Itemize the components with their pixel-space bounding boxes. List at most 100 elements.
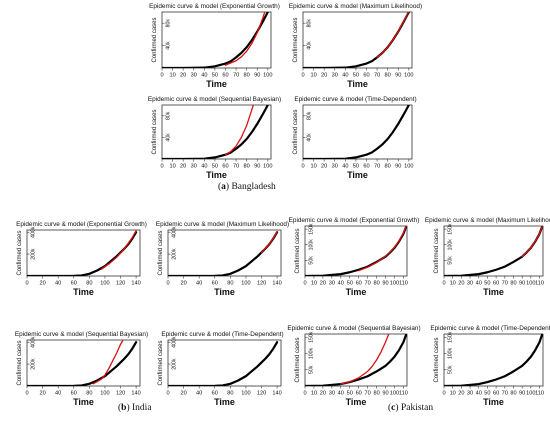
chart-panel-b-4: Epidemic curve & model (Time-Dependent) 0… (158, 331, 284, 407)
chart-panel-a-3: Epidemic curve & model (Sequential Bayes… (148, 96, 281, 180)
y-tick-label: 50k (309, 256, 315, 265)
series-model-fit (340, 334, 390, 385)
y-tick-label: 50k (448, 365, 454, 374)
series-model-fit (224, 105, 255, 156)
x-axis-label: Time (73, 287, 94, 297)
x-axis-label: Time (206, 170, 227, 180)
x-tick-label: 60 (363, 73, 369, 79)
x-tick-label: 20 (321, 73, 327, 79)
x-tick-label: 30 (329, 281, 335, 287)
chart-panel-c-1: Epidemic curve & model (Exponential Grow… (289, 217, 420, 297)
x-tick-label: 80 (244, 73, 250, 79)
x-tick-label: 0 (25, 281, 28, 287)
x-tick-label: 70 (233, 164, 239, 170)
chart-panel-b-1: Epidemic curve & model (Exponential Grow… (16, 221, 147, 297)
x-tick-label: 20 (180, 391, 186, 397)
x-tick-label: 60 (493, 281, 499, 287)
x-tick-label: 100 (100, 281, 109, 287)
x-tick-label: 0 (160, 164, 163, 170)
series-observed-cases (305, 334, 407, 386)
x-tick-label: 10 (450, 391, 456, 397)
y-tick-label: 40k (307, 41, 313, 50)
x-axis-label: Time (347, 79, 368, 89)
x-tick-label: 10 (310, 164, 316, 170)
chart-title: Epidemic curve & model (Time-Dependent) (294, 96, 416, 103)
x-tick-label: 20 (458, 281, 464, 287)
caption-b-letter: b (121, 403, 127, 413)
x-tick-label: 60 (493, 391, 499, 397)
x-tick-label: 20 (458, 391, 464, 397)
y-tick-label: 80k (166, 19, 172, 28)
x-tick-label: 60 (356, 281, 362, 287)
caption-a-letter: a (221, 182, 226, 192)
plot-frame (167, 339, 282, 387)
x-tick-label: 50 (353, 164, 359, 170)
x-tick-label: 30 (332, 164, 338, 170)
x-tick-label: 140 (131, 281, 140, 287)
x-tick-label: 30 (329, 391, 335, 397)
x-tick-label: 40 (196, 391, 202, 397)
series-observed-cases (168, 231, 279, 276)
chart-title: Epidemic curve & model (Exponential Grow… (289, 217, 420, 224)
plot-frame (161, 104, 272, 160)
series-model-fit (358, 226, 407, 272)
x-tick-label: 10 (450, 281, 456, 287)
y-tick-label: 100k (448, 239, 454, 251)
chart-title: Epidemic curve & model (Sequential Bayes… (148, 96, 281, 103)
y-tick-label: 50k (309, 365, 315, 374)
x-axis-label: Time (483, 397, 504, 407)
x-tick-label: 120 (257, 281, 266, 287)
y-tick-label: 100k (309, 347, 315, 359)
y-tick-label: 400k (172, 336, 178, 348)
y-axis-label: Confirmed cases (295, 337, 301, 382)
x-tick-label: 90 (395, 73, 401, 79)
x-tick-label: 20 (320, 391, 326, 397)
chart-title: Epidemic curve & model (Maximum Likeliho… (425, 217, 550, 224)
series-observed-cases (162, 12, 269, 68)
y-tick-label: 200k (31, 358, 37, 370)
y-tick-label: 80k (307, 19, 313, 28)
x-tick-label: 100 (263, 164, 272, 170)
x-tick-label: 100 (241, 281, 250, 287)
x-tick-label: 40 (338, 281, 344, 287)
y-axis-label: Confirmed cases (295, 228, 301, 273)
chart-title: Epidemic curve & model (Time-Dependent) (161, 331, 283, 338)
chart-panel-c-4: Epidemic curve & model (Time-Dependent) 0… (430, 325, 550, 407)
x-tick-label: 40 (342, 73, 348, 79)
y-axis-label: Confirmed cases (17, 230, 23, 275)
x-tick-label: 80 (510, 391, 516, 397)
x-tick-label: 110 (399, 391, 408, 397)
y-axis-label: Confirmed cases (152, 17, 158, 62)
x-tick-label: 90 (519, 391, 525, 397)
x-tick-label: 40 (338, 391, 344, 397)
chart-panel-a-1: Epidemic curve & model (Exponential Grow… (149, 3, 280, 89)
x-tick-label: 70 (374, 73, 380, 79)
x-tick-label: 70 (365, 281, 371, 287)
x-tick-label: 40 (196, 281, 202, 287)
x-tick-label: 30 (191, 73, 197, 79)
x-tick-label: 30 (467, 391, 473, 397)
x-tick-label: 140 (272, 281, 281, 287)
x-tick-label: 90 (254, 73, 260, 79)
x-tick-label: 20 (180, 164, 186, 170)
x-tick-label: 60 (71, 281, 77, 287)
chart-panel-b-2: Epidemic curve & model (Maximum Likeliho… (156, 221, 289, 297)
x-tick-label: 100 (100, 391, 109, 397)
plot-frame (26, 339, 141, 387)
x-tick-label: 20 (180, 73, 186, 79)
y-axis-label: Confirmed cases (293, 109, 299, 154)
x-tick-label: 80 (373, 281, 379, 287)
y-tick-label: 40k (166, 133, 172, 142)
y-tick-label: 100k (309, 239, 315, 251)
x-tick-label: 100 (404, 73, 413, 79)
x-tick-label: 0 (442, 391, 445, 397)
x-tick-label: 100 (526, 391, 535, 397)
chart-title: Epidemic curve & model (Time-Dependent) (430, 325, 550, 332)
y-tick-label: 150k (448, 223, 454, 235)
x-tick-label: 70 (502, 281, 508, 287)
x-tick-label: 120 (116, 391, 125, 397)
caption-b-country: India (132, 403, 152, 413)
x-axis-label: Time (347, 170, 368, 180)
x-tick-label: 30 (467, 281, 473, 287)
